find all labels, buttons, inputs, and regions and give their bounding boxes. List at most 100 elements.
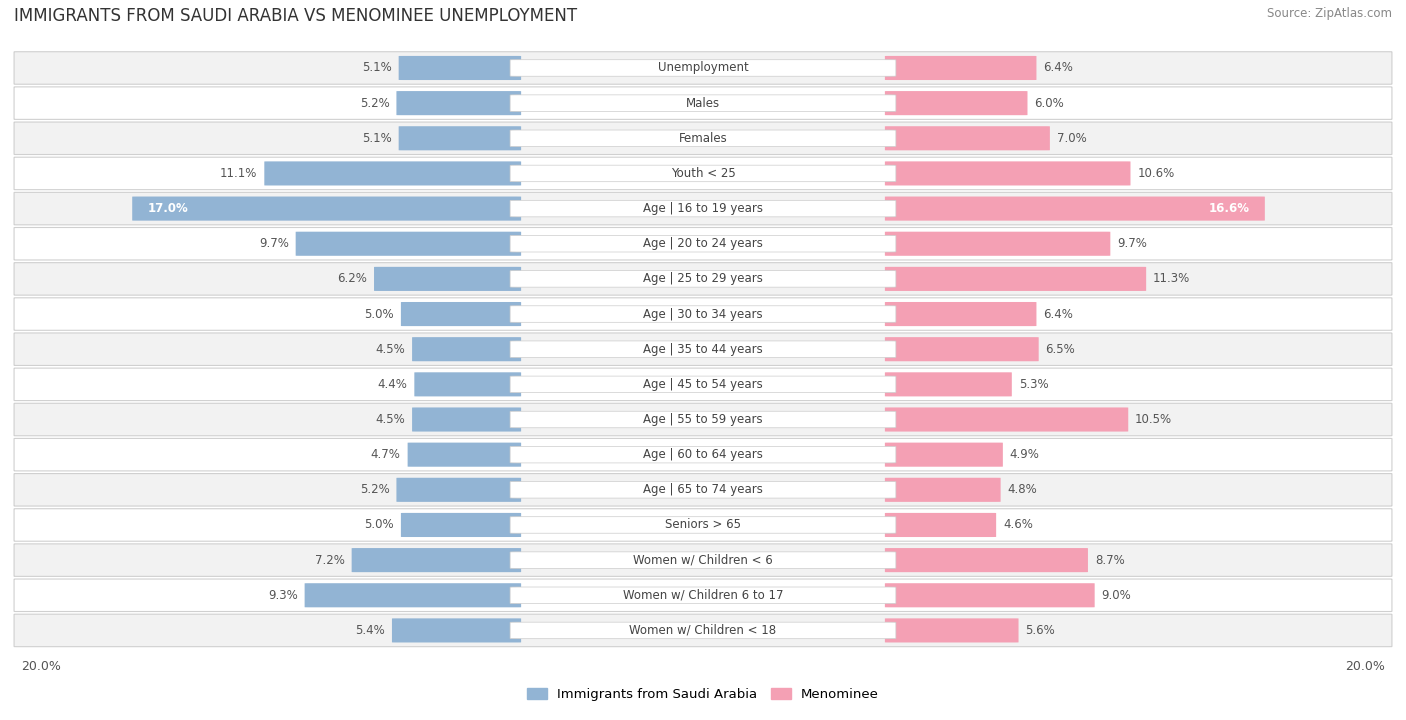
FancyBboxPatch shape xyxy=(399,126,522,150)
Text: 20.0%: 20.0% xyxy=(1346,660,1385,672)
Text: 5.4%: 5.4% xyxy=(356,624,385,637)
FancyBboxPatch shape xyxy=(884,478,1001,502)
Text: 11.1%: 11.1% xyxy=(221,167,257,180)
FancyBboxPatch shape xyxy=(510,271,896,287)
FancyBboxPatch shape xyxy=(14,474,1392,506)
Text: Age | 30 to 34 years: Age | 30 to 34 years xyxy=(643,307,763,320)
Text: 11.3%: 11.3% xyxy=(1153,272,1191,285)
FancyBboxPatch shape xyxy=(14,298,1392,330)
Text: 5.0%: 5.0% xyxy=(364,518,394,531)
Text: 16.6%: 16.6% xyxy=(1209,202,1250,215)
Text: 4.9%: 4.9% xyxy=(1010,448,1039,461)
Text: Males: Males xyxy=(686,96,720,109)
FancyBboxPatch shape xyxy=(14,368,1392,400)
Text: 4.8%: 4.8% xyxy=(1008,483,1038,496)
Text: 5.1%: 5.1% xyxy=(361,132,392,145)
FancyBboxPatch shape xyxy=(884,443,1002,467)
Text: 6.5%: 6.5% xyxy=(1046,343,1076,356)
Text: Age | 55 to 59 years: Age | 55 to 59 years xyxy=(643,413,763,426)
FancyBboxPatch shape xyxy=(510,517,896,534)
Text: 6.4%: 6.4% xyxy=(1043,61,1073,74)
FancyBboxPatch shape xyxy=(884,232,1111,256)
Text: Women w/ Children < 18: Women w/ Children < 18 xyxy=(630,624,776,637)
FancyBboxPatch shape xyxy=(14,333,1392,366)
Text: Youth < 25: Youth < 25 xyxy=(671,167,735,180)
FancyBboxPatch shape xyxy=(510,411,896,428)
Text: 4.7%: 4.7% xyxy=(371,448,401,461)
Text: 5.6%: 5.6% xyxy=(1025,624,1054,637)
FancyBboxPatch shape xyxy=(14,509,1392,541)
Text: Age | 45 to 54 years: Age | 45 to 54 years xyxy=(643,378,763,391)
FancyBboxPatch shape xyxy=(399,56,522,80)
FancyBboxPatch shape xyxy=(510,622,896,639)
Text: 7.0%: 7.0% xyxy=(1057,132,1087,145)
Text: Age | 60 to 64 years: Age | 60 to 64 years xyxy=(643,448,763,461)
FancyBboxPatch shape xyxy=(14,614,1392,647)
FancyBboxPatch shape xyxy=(510,200,896,217)
Text: Females: Females xyxy=(679,132,727,145)
FancyBboxPatch shape xyxy=(884,161,1130,186)
FancyBboxPatch shape xyxy=(132,197,522,220)
Text: 9.7%: 9.7% xyxy=(1118,238,1147,251)
FancyBboxPatch shape xyxy=(510,482,896,498)
Text: 5.3%: 5.3% xyxy=(1019,378,1049,391)
Text: 6.0%: 6.0% xyxy=(1035,96,1064,109)
Text: 5.1%: 5.1% xyxy=(361,61,392,74)
Text: Source: ZipAtlas.com: Source: ZipAtlas.com xyxy=(1267,7,1392,20)
FancyBboxPatch shape xyxy=(510,60,896,76)
FancyBboxPatch shape xyxy=(408,443,522,467)
FancyBboxPatch shape xyxy=(884,302,1036,326)
FancyBboxPatch shape xyxy=(14,228,1392,260)
Legend: Immigrants from Saudi Arabia, Menominee: Immigrants from Saudi Arabia, Menominee xyxy=(522,683,884,706)
FancyBboxPatch shape xyxy=(884,583,1095,608)
FancyBboxPatch shape xyxy=(401,513,522,537)
Text: 5.2%: 5.2% xyxy=(360,96,389,109)
FancyBboxPatch shape xyxy=(510,95,896,112)
Text: 7.2%: 7.2% xyxy=(315,554,344,567)
FancyBboxPatch shape xyxy=(510,446,896,463)
FancyBboxPatch shape xyxy=(510,306,896,323)
FancyBboxPatch shape xyxy=(305,583,522,608)
FancyBboxPatch shape xyxy=(264,161,522,186)
FancyBboxPatch shape xyxy=(412,408,522,431)
Text: Age | 25 to 29 years: Age | 25 to 29 years xyxy=(643,272,763,285)
FancyBboxPatch shape xyxy=(884,91,1028,115)
FancyBboxPatch shape xyxy=(14,438,1392,471)
Text: 10.6%: 10.6% xyxy=(1137,167,1174,180)
FancyBboxPatch shape xyxy=(884,513,995,537)
Text: Age | 65 to 74 years: Age | 65 to 74 years xyxy=(643,483,763,496)
FancyBboxPatch shape xyxy=(392,618,522,642)
FancyBboxPatch shape xyxy=(14,192,1392,225)
FancyBboxPatch shape xyxy=(510,552,896,568)
FancyBboxPatch shape xyxy=(14,87,1392,120)
Text: Women w/ Children 6 to 17: Women w/ Children 6 to 17 xyxy=(623,589,783,602)
Text: 5.0%: 5.0% xyxy=(364,307,394,320)
Text: 8.7%: 8.7% xyxy=(1095,554,1125,567)
Text: 4.4%: 4.4% xyxy=(378,378,408,391)
FancyBboxPatch shape xyxy=(396,91,522,115)
Text: 4.5%: 4.5% xyxy=(375,413,405,426)
Text: Women w/ Children < 6: Women w/ Children < 6 xyxy=(633,554,773,567)
Text: 17.0%: 17.0% xyxy=(148,202,188,215)
FancyBboxPatch shape xyxy=(295,232,522,256)
Text: IMMIGRANTS FROM SAUDI ARABIA VS MENOMINEE UNEMPLOYMENT: IMMIGRANTS FROM SAUDI ARABIA VS MENOMINE… xyxy=(14,7,578,25)
FancyBboxPatch shape xyxy=(884,126,1050,150)
FancyBboxPatch shape xyxy=(14,544,1392,576)
Text: 6.4%: 6.4% xyxy=(1043,307,1073,320)
Text: Unemployment: Unemployment xyxy=(658,61,748,74)
FancyBboxPatch shape xyxy=(510,587,896,603)
Text: 20.0%: 20.0% xyxy=(21,660,60,672)
FancyBboxPatch shape xyxy=(415,372,522,397)
FancyBboxPatch shape xyxy=(396,478,522,502)
Text: 4.6%: 4.6% xyxy=(1002,518,1033,531)
FancyBboxPatch shape xyxy=(412,337,522,361)
FancyBboxPatch shape xyxy=(884,197,1265,220)
Text: Age | 35 to 44 years: Age | 35 to 44 years xyxy=(643,343,763,356)
FancyBboxPatch shape xyxy=(510,341,896,357)
FancyBboxPatch shape xyxy=(884,56,1036,80)
FancyBboxPatch shape xyxy=(884,548,1088,572)
FancyBboxPatch shape xyxy=(510,130,896,147)
FancyBboxPatch shape xyxy=(14,52,1392,84)
FancyBboxPatch shape xyxy=(374,267,522,291)
Text: Age | 16 to 19 years: Age | 16 to 19 years xyxy=(643,202,763,215)
